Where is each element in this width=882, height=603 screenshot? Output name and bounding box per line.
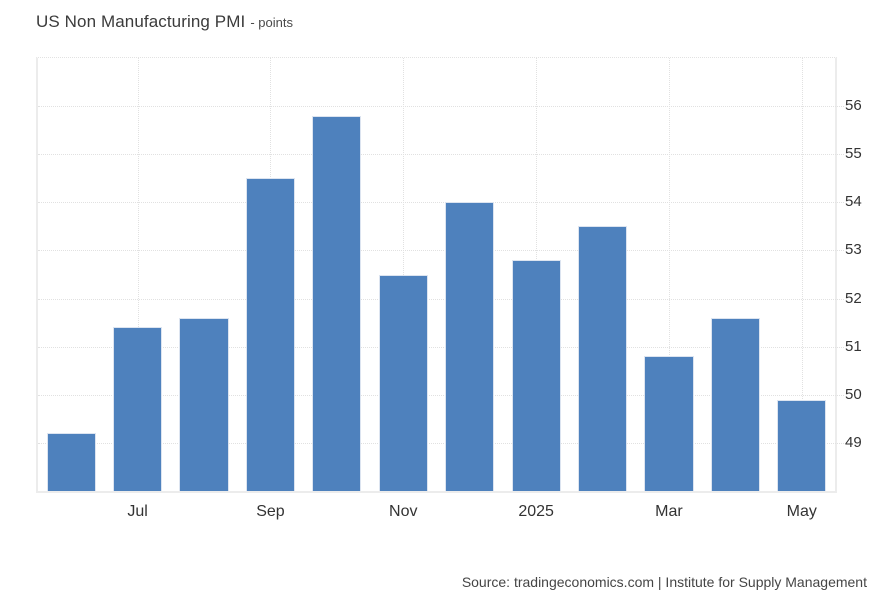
- y-gridline: [38, 298, 844, 300]
- chart-title: US Non Manufacturing PMI: [36, 12, 246, 31]
- x-axis-tick-label: Nov: [389, 503, 418, 520]
- bar-feb-2025[interactable]: [578, 226, 628, 491]
- bar-slot: [636, 58, 702, 491]
- x-axis-tick-label: Mar: [655, 503, 683, 520]
- bar-slot: [702, 58, 768, 491]
- y-gridline: [38, 250, 844, 252]
- y-axis-tick-label: 52: [845, 289, 862, 307]
- bar-jun-2024[interactable]: [46, 433, 96, 491]
- bar-slot: [503, 58, 569, 491]
- bar-mar-2025[interactable]: [644, 356, 694, 491]
- y-axis-tick-label: 51: [845, 337, 862, 355]
- bar-slot: [569, 58, 635, 491]
- bar-may-2025[interactable]: [777, 399, 827, 491]
- bar-dec-2024[interactable]: [445, 202, 495, 491]
- bar-jan-2025[interactable]: [511, 260, 561, 491]
- bar-slot: [437, 58, 503, 491]
- bar-aug-2024[interactable]: [179, 317, 229, 491]
- x-gridline: [801, 58, 803, 491]
- y-axis-tick-label: 54: [845, 193, 862, 211]
- bar-sep-2024[interactable]: [245, 178, 296, 491]
- source-attribution: Source: tradingeconomics.com | Institute…: [461, 574, 867, 590]
- bar-apr-2025[interactable]: [710, 317, 760, 491]
- bar-slot: [769, 58, 835, 491]
- chart-subtitle: - points: [250, 15, 293, 30]
- bar-slot: [237, 58, 303, 491]
- y-axis-tick-label: 49: [845, 434, 862, 452]
- x-axis-tick-label: Jul: [127, 503, 148, 520]
- x-gridline: [668, 58, 670, 491]
- bar-slot: [370, 58, 436, 491]
- y-gridline: [38, 442, 844, 444]
- x-axis-tick-label: Sep: [256, 503, 285, 520]
- y-gridline: [38, 106, 844, 108]
- x-axis-tick-label: 2025: [518, 503, 554, 520]
- bar-oct-2024[interactable]: [312, 115, 362, 491]
- bar-nov-2024[interactable]: [378, 274, 428, 491]
- y-axis-tick-label: 55: [845, 145, 862, 163]
- y-gridline: [38, 202, 844, 204]
- y-axis-tick-label: 56: [845, 97, 862, 115]
- bar-slot: [104, 58, 170, 491]
- bar-jul-2024[interactable]: [113, 327, 163, 491]
- bar-slot: [304, 58, 370, 491]
- y-gridline: [38, 154, 844, 156]
- bar-slot: [38, 58, 104, 491]
- y-axis-tick-label: 50: [845, 385, 862, 403]
- plot-area: 49 50 51 52 53 54 55 56 Jul Sep Nov 2025 Mar May: [36, 57, 862, 520]
- x-gridline: [137, 58, 139, 491]
- bar-slot: [171, 58, 237, 491]
- y-gridline: [38, 394, 844, 396]
- chart-header: US Non Manufacturing PMI - points: [36, 12, 293, 32]
- y-axis-tick-label: 53: [845, 241, 862, 259]
- x-axis-tick-label: May: [786, 503, 817, 520]
- bars-layer: [38, 58, 835, 491]
- y-gridline: [38, 346, 844, 348]
